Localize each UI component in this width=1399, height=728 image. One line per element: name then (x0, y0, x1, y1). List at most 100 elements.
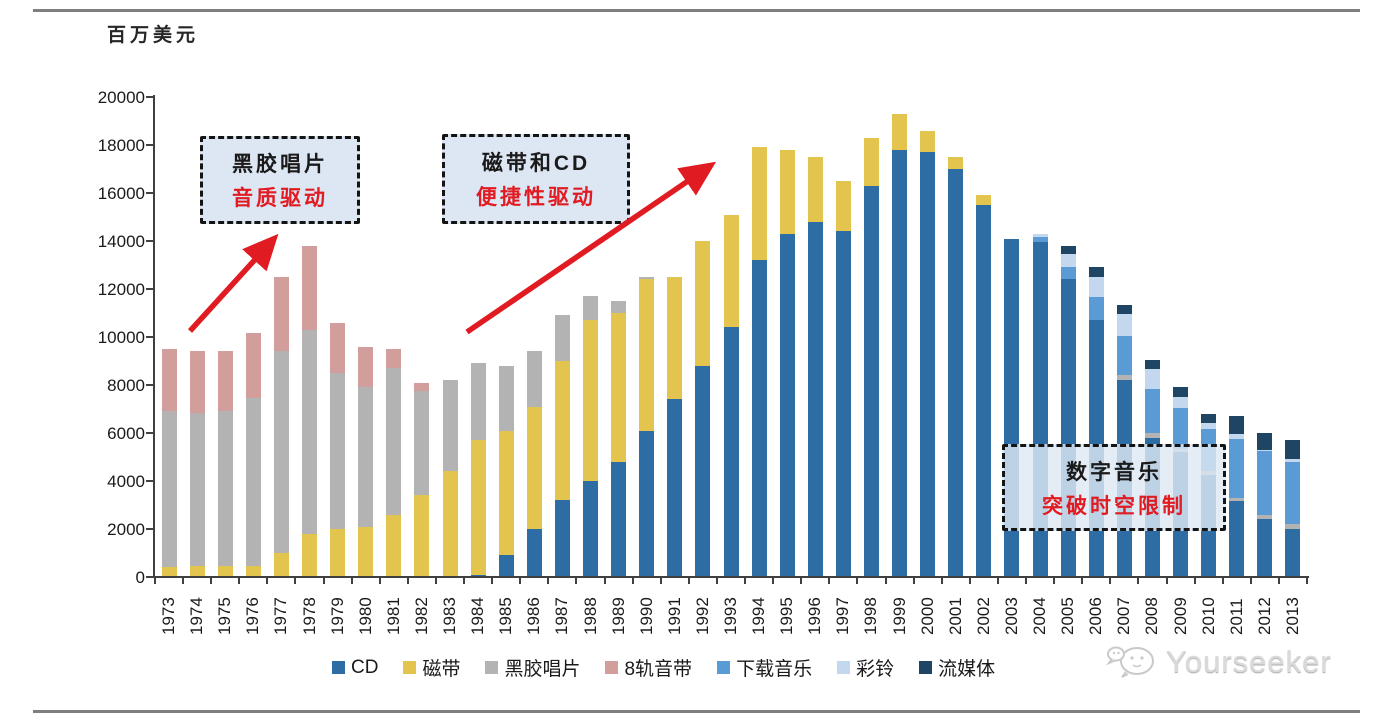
bar-1978-黑胶唱片 (302, 329, 318, 534)
x-tick-label-1976: 1976 (243, 597, 263, 635)
x-tick-label-1988: 1988 (580, 597, 600, 635)
x-tick-mark (800, 578, 803, 584)
x-tick-mark (575, 578, 578, 584)
legend-label: 彩铃 (856, 659, 895, 680)
bar-1986-CD (526, 529, 542, 577)
bar-1985-CD (498, 555, 514, 577)
x-tick-label-2009: 2009 (1170, 597, 1190, 635)
y-tick-label-16000: 16000 (97, 184, 145, 203)
bar-2011-彩铃 (1229, 434, 1245, 439)
bar-2011-下载音乐 (1229, 439, 1245, 498)
bar-2007-流媒体 (1116, 304, 1132, 315)
legend-item-流媒体: 流媒体 (919, 654, 995, 681)
y-tick-mark (146, 240, 154, 242)
bar-1984-磁带 (470, 440, 486, 575)
bar-2004-彩铃 (1032, 233, 1048, 237)
bar-1979-磁带 (330, 529, 346, 577)
annotation-title: 磁带和CD (481, 152, 591, 175)
bar-1996-CD (807, 221, 823, 577)
x-tick-mark (154, 578, 156, 584)
x-tick-mark (406, 578, 409, 584)
bar-2005-彩铃 (1060, 254, 1076, 268)
x-tick-mark (1221, 578, 1224, 584)
x-tick-label-1982: 1982 (411, 597, 431, 635)
bar-1998-CD (863, 185, 879, 577)
y-tick-mark (146, 288, 154, 290)
x-tick-label-2003: 2003 (1001, 597, 1021, 635)
x-tick-label-1991: 1991 (664, 597, 684, 635)
y-tick-mark (146, 192, 154, 194)
x-tick-mark (856, 578, 859, 584)
x-tick-label-1989: 1989 (608, 597, 628, 635)
legend-label: 下载音乐 (736, 659, 813, 680)
bar-2012-彩铃 (1257, 449, 1273, 451)
x-tick-label-1977: 1977 (271, 597, 291, 635)
bar-1986-黑胶唱片 (526, 351, 542, 407)
x-tick-label-1996: 1996 (805, 597, 825, 635)
y-tick-mark (146, 576, 154, 578)
x-tick-label-2006: 2006 (1086, 597, 1106, 635)
x-tick-label-1981: 1981 (383, 597, 403, 635)
bar-2001-CD (948, 169, 964, 577)
bar-2006-彩铃 (1088, 277, 1104, 298)
annotation-title: 黑胶唱片 (232, 153, 328, 176)
bar-1976-8轨音带 (245, 333, 261, 399)
bar-1981-磁带 (386, 514, 402, 577)
bar-1995-磁带 (779, 149, 795, 234)
bar-1984-黑胶唱片 (470, 363, 486, 441)
bar-1994-磁带 (751, 147, 767, 261)
legend: CD 磁带 黑胶唱片 8轨音带 下载音乐 彩铃 流媒体 (332, 654, 995, 681)
x-tick-mark (659, 578, 662, 584)
legend-swatch (485, 661, 499, 674)
annotation-box-cassette-cd: 磁带和CD 便捷性驱动 (442, 134, 630, 224)
bar-2012-流媒体 (1257, 433, 1273, 450)
bar-2005-流媒体 (1060, 245, 1076, 255)
x-tick-mark (1249, 578, 1252, 584)
bar-1979-黑胶唱片 (330, 373, 346, 529)
x-tick-mark (884, 578, 887, 584)
bar-1991-磁带 (667, 277, 683, 400)
legend-swatch (837, 661, 851, 674)
bar-2008-黑胶唱片 (1144, 433, 1160, 438)
y-tick-label-20000: 20000 (97, 88, 145, 107)
bar-1977-黑胶唱片 (273, 351, 289, 553)
bar-1974-磁带 (189, 566, 205, 577)
annotation-subtitle: 便捷性驱动 (476, 186, 596, 209)
bar-2011-CD (1229, 501, 1245, 577)
x-tick-label-1973: 1973 (159, 597, 179, 635)
bar-1980-黑胶唱片 (358, 387, 374, 527)
bar-2009-彩铃 (1173, 397, 1189, 408)
x-tick-mark (603, 578, 606, 584)
bar-2011-黑胶唱片 (1229, 497, 1245, 502)
y-tick-label-18000: 18000 (97, 136, 145, 155)
bar-1988-黑胶唱片 (583, 296, 598, 321)
legend-label: 黑胶唱片 (504, 659, 581, 680)
top-rule (33, 9, 1360, 12)
x-tick-label-2002: 2002 (973, 597, 993, 635)
y-axis-unit-label: 百万美元 (107, 25, 200, 46)
bar-1999-CD (892, 149, 908, 577)
legend-item-CD: CD (332, 657, 378, 679)
bar-2001-磁带 (948, 157, 964, 169)
bar-1975-磁带 (217, 566, 233, 577)
x-tick-mark (772, 578, 775, 584)
bar-2013-CD (1285, 529, 1301, 577)
legend-item-黑胶唱片: 黑胶唱片 (485, 654, 580, 681)
x-tick-label-1993: 1993 (721, 597, 740, 635)
bar-1974-黑胶唱片 (189, 412, 205, 567)
bar-2008-下载音乐 (1144, 388, 1160, 433)
bar-2006-流媒体 (1088, 267, 1104, 277)
bar-1987-磁带 (554, 361, 570, 501)
y-tick-label-12000: 12000 (97, 280, 145, 299)
y-tick-label-14000: 14000 (97, 232, 145, 251)
x-tick-mark (519, 578, 522, 584)
bar-2005-下载音乐 (1060, 267, 1076, 280)
annotation-title: 数字音乐 (1066, 460, 1162, 484)
x-tick-mark (828, 578, 831, 584)
y-tick-mark (146, 336, 154, 338)
bar-1985-黑胶唱片 (498, 365, 514, 431)
bar-1990-黑胶唱片 (639, 277, 655, 280)
bar-1986-磁带 (526, 406, 542, 529)
x-tick-label-1974: 1974 (187, 597, 207, 635)
